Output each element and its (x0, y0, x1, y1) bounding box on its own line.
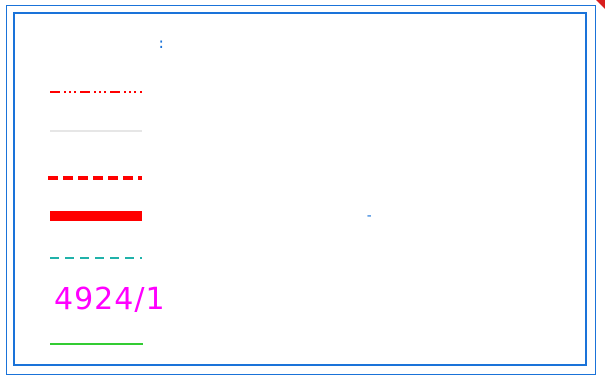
drawing-inner-frame (13, 12, 587, 366)
drawing-outer-frame (6, 5, 596, 375)
corner-marker (596, 0, 605, 9)
legend-parcel-number: 4924/1 (54, 282, 166, 317)
dash-mark: - (365, 208, 374, 224)
colon-mark: : (157, 36, 166, 52)
